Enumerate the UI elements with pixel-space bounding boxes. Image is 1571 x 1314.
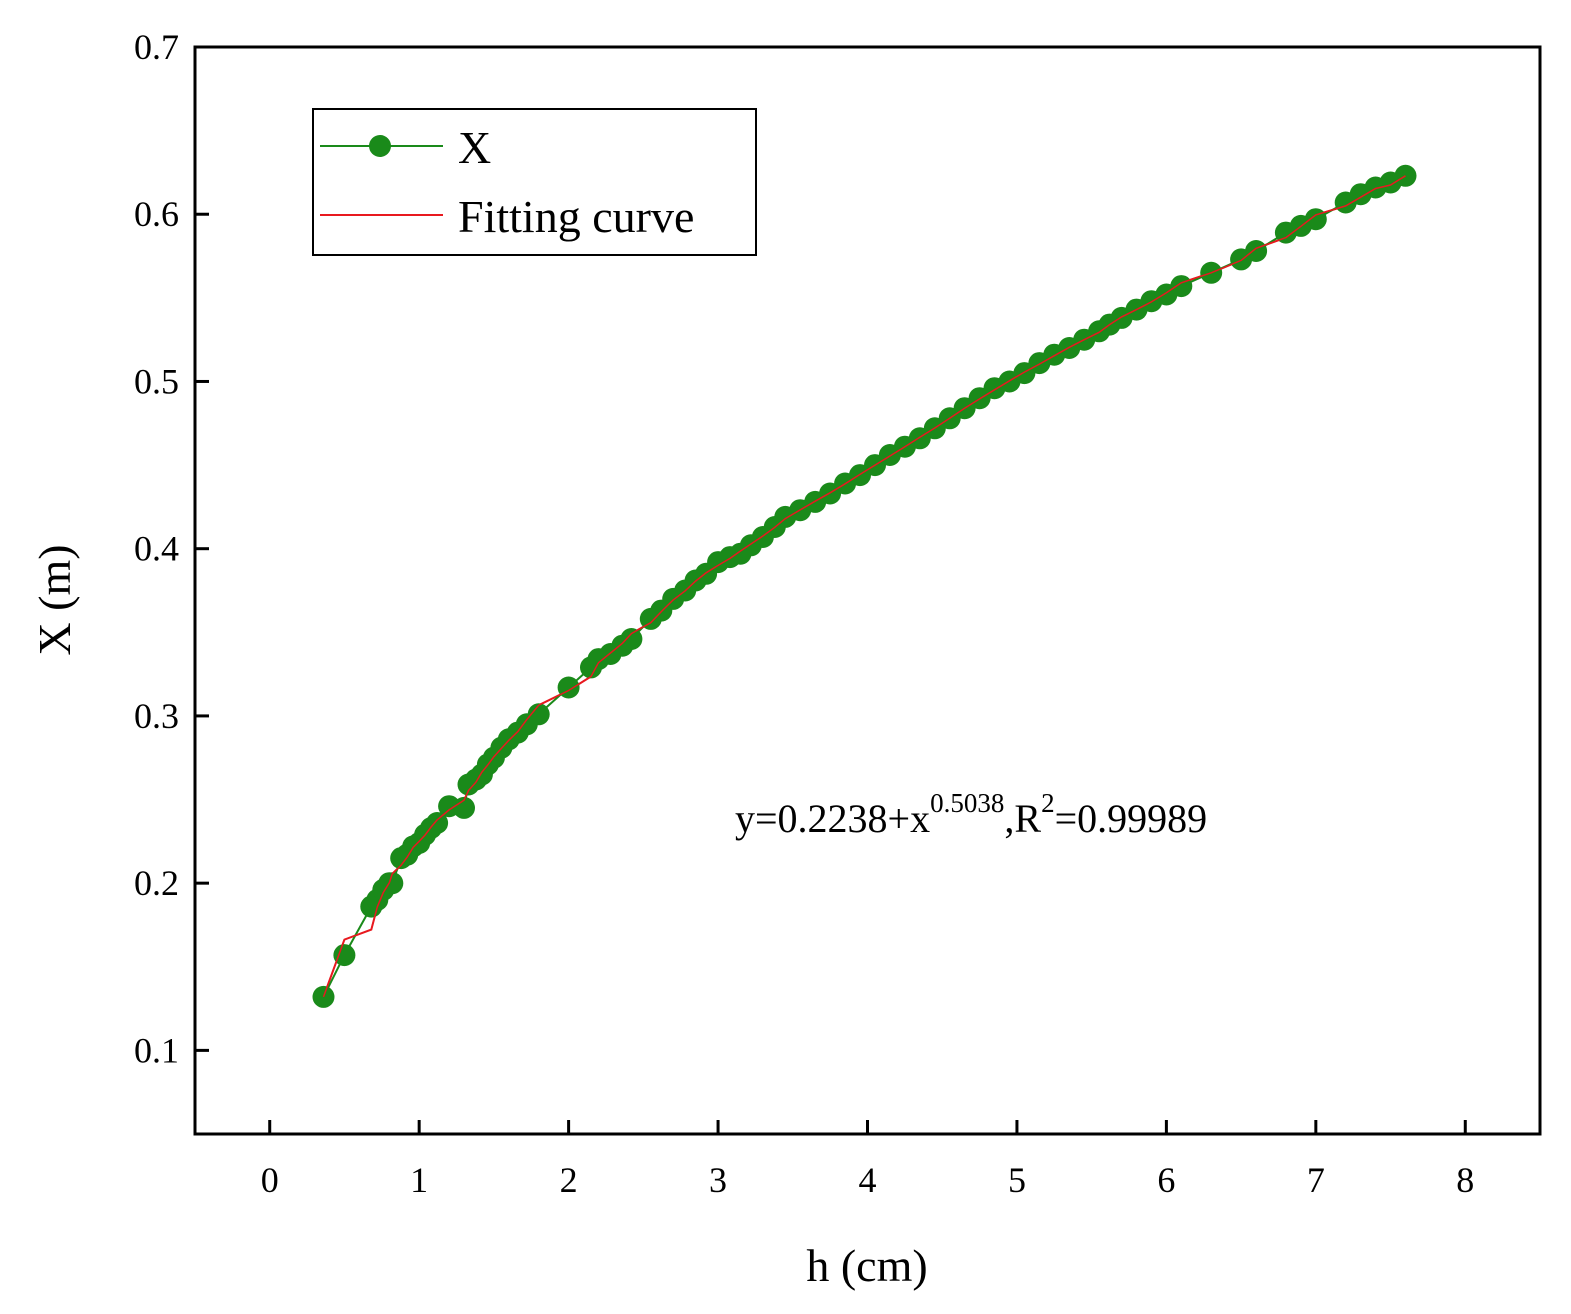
- legend-fit-label: Fitting curve: [458, 191, 694, 242]
- data-point: [620, 628, 643, 650]
- data-point: [527, 703, 550, 726]
- x-tick-label: 5: [1008, 1160, 1026, 1200]
- y-tick-label: 0.2: [134, 863, 179, 903]
- data-point: [381, 872, 404, 895]
- y-axis-title: X (m): [29, 544, 80, 655]
- fit-equation: y=0.2238+x0.5038,R2=0.99989: [735, 788, 1207, 841]
- x-axis-title: h (cm): [806, 1240, 927, 1291]
- fit-equation-prefix: y=0.2238+x: [735, 796, 930, 841]
- x-tick-label: 7: [1307, 1160, 1325, 1200]
- data-series-x: [312, 164, 1417, 1008]
- x-tick-label: 6: [1157, 1160, 1175, 1200]
- y-tick-label: 0.6: [134, 194, 179, 234]
- fitting-curve-line: [322, 174, 1407, 998]
- x-tick-label: 4: [859, 1160, 877, 1200]
- fit-equation-middle: ,R: [1004, 796, 1041, 841]
- x-tick-label: 8: [1456, 1160, 1474, 1200]
- plot-frame: [193, 45, 1542, 1136]
- x-tick-label: 0: [261, 1160, 279, 1200]
- y-tick-label: 0.3: [134, 696, 179, 736]
- y-tick-label: 0.1: [134, 1030, 179, 1070]
- fitting-curve-overlay: [322, 175, 1406, 998]
- x-tick-label: 2: [560, 1160, 578, 1200]
- legend-series-x-label: X: [458, 122, 491, 173]
- data-point: [1245, 240, 1268, 262]
- legend-series-x-marker: [369, 135, 391, 157]
- series-x-line: [322, 174, 1406, 998]
- legend-box: [312, 108, 757, 256]
- data-point: [1304, 208, 1327, 231]
- data-point: [557, 676, 580, 699]
- x-tick-label: 1: [410, 1160, 428, 1200]
- fit-equation-exponent: 0.5038: [930, 788, 1004, 818]
- y-axis-ticks: 0.1 0.2 0.3 0.4 0.5 0.6 0.7: [134, 27, 209, 1070]
- x-axis-ticks: 0 1 2 3 4 5 6 7 8: [261, 1120, 1474, 1200]
- data-point: [1170, 275, 1193, 298]
- y-tick-label: 0.7: [134, 27, 179, 67]
- fitting-curve-group: [322, 174, 1407, 998]
- data-point: [453, 796, 475, 819]
- y-tick-label: 0.4: [134, 529, 179, 569]
- data-point: [426, 812, 449, 834]
- x-tick-label: 3: [709, 1160, 727, 1200]
- data-point: [333, 944, 356, 967]
- legend: X Fitting curve: [312, 108, 757, 256]
- y-tick-label: 0.5: [134, 361, 179, 401]
- fit-equation-r-exponent: 2: [1041, 788, 1055, 818]
- fit-equation-suffix: =0.99989: [1055, 796, 1208, 841]
